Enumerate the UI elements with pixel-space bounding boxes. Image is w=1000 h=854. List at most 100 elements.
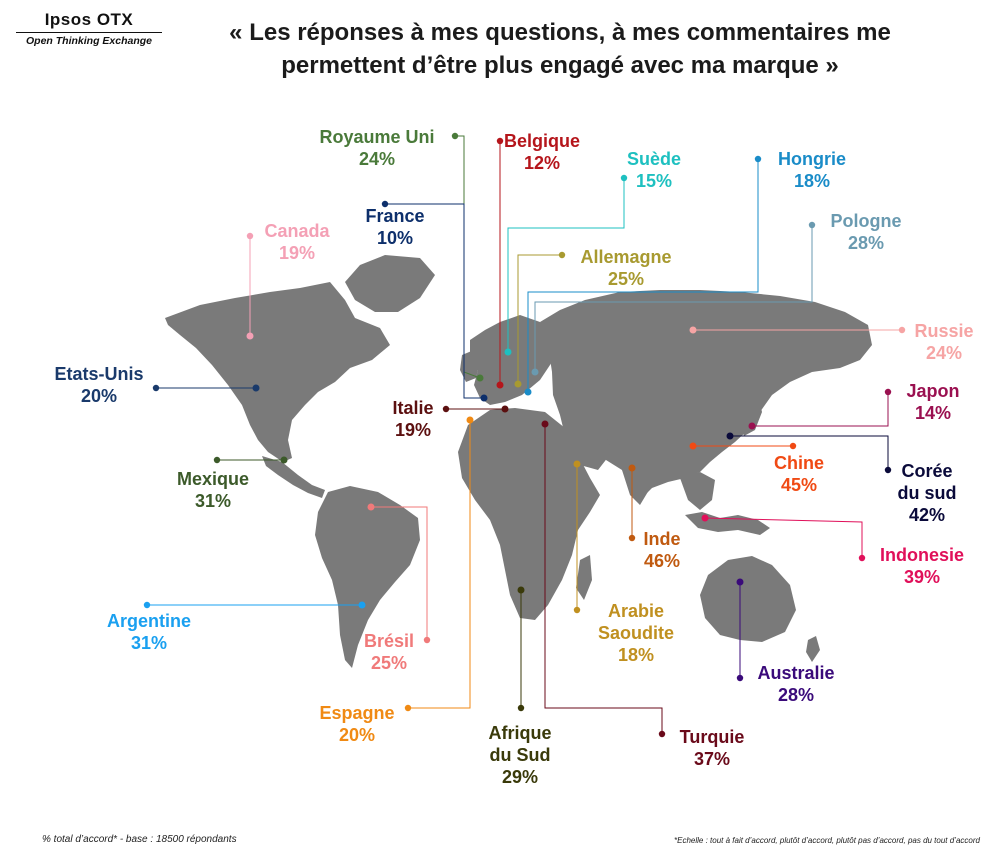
mexique-pct: 31%: [194, 491, 232, 511]
allemagne-pct: 25%: [607, 269, 645, 289]
pologne-name: Pologne: [830, 211, 902, 231]
country-dot-inde: [628, 464, 636, 472]
turquie-pct: 37%: [693, 749, 731, 769]
australia: [700, 556, 796, 642]
connector-lines: [143, 132, 906, 738]
country-dot-hongrie: [524, 388, 532, 396]
label-dot-royaume-uni: [451, 132, 459, 140]
belgique-name: Belgique: [503, 131, 581, 151]
italie-pct: 19%: [394, 420, 432, 440]
connector-allemagne: [517, 254, 562, 384]
country-dot-arabie: [573, 460, 581, 468]
label-dot-belgique: [496, 137, 504, 145]
country-dot-australie: [736, 578, 744, 586]
new-zealand: [806, 636, 820, 662]
land-masses: [165, 255, 872, 668]
mexique-name: Mexique: [176, 469, 250, 489]
label-dot-mexique: [213, 456, 221, 464]
southeast-asia: [680, 472, 715, 510]
suede-name: Suède: [626, 149, 682, 169]
indonesie-name: Indonesie: [879, 545, 965, 565]
hongrie-pct: 18%: [793, 171, 831, 191]
label-dot-arabie: [573, 606, 581, 614]
country-dot-coree: [726, 432, 734, 440]
label-coree: Corée du sud 42%: [898, 460, 957, 526]
uk-ireland: [460, 350, 480, 382]
label-dot-canada: [246, 232, 254, 240]
australie-pct: 28%: [777, 685, 815, 705]
label-dot-hongrie: [754, 155, 762, 163]
label-france: France 10%: [365, 205, 424, 249]
label-pologne: Pologne 28%: [831, 210, 902, 254]
footnote-base: % total d’accord* - base : 18500 réponda…: [42, 834, 237, 845]
country-dot-belgique: [496, 381, 504, 389]
royaume-uni-name: Royaume Uni: [319, 127, 435, 147]
country-dot-indonesie: [701, 514, 709, 522]
central-america: [262, 456, 325, 498]
label-dot-bresil: [423, 636, 431, 644]
label-espagne: Espagne 20%: [319, 702, 394, 746]
label-dot-etats-unis: [152, 384, 160, 392]
country-dot-suede: [504, 348, 512, 356]
connector-turquie: [544, 424, 663, 734]
russie-name: Russie: [914, 321, 974, 341]
label-hongrie: Hongrie 18%: [778, 148, 846, 192]
label-arabie-saoudite: Arabie Saoudite 18%: [598, 600, 674, 666]
label-chine: Chine 45%: [774, 452, 824, 496]
ipsos-logo: Ipsos OTX Open Thinking Exchange: [16, 10, 162, 47]
afrique-sud-name-line2: du Sud: [489, 745, 551, 765]
label-dot-indonesie: [858, 554, 866, 562]
label-etats-unis: Etats-Unis 20%: [54, 363, 143, 407]
label-canada: Canada 19%: [264, 220, 329, 264]
espagne-name: Espagne: [319, 703, 395, 723]
country-dot-japon: [748, 422, 756, 430]
country-dot-canada: [246, 332, 254, 340]
label-dot-argentine: [143, 601, 151, 609]
russie-pct: 24%: [925, 343, 963, 363]
label-russie: Russie 24%: [914, 320, 973, 364]
suede-pct: 15%: [635, 171, 673, 191]
argentine-name: Argentine: [106, 611, 192, 631]
japon-pct: 14%: [914, 403, 952, 423]
belgique-pct: 12%: [523, 153, 561, 173]
label-turquie: Turquie 37%: [680, 726, 745, 770]
label-dot-pologne: [808, 221, 816, 229]
italie-name: Italie: [392, 398, 434, 418]
label-dot-coree: [884, 466, 892, 474]
label-italie: Italie 19%: [392, 397, 433, 441]
argentine-pct: 31%: [130, 633, 168, 653]
label-mexique: Mexique 31%: [177, 468, 249, 512]
connector-suede: [507, 178, 625, 352]
bresil-pct: 25%: [370, 653, 408, 673]
country-dot-afrique-sud: [517, 586, 525, 594]
logo-subtitle: Open Thinking Exchange: [25, 35, 152, 47]
label-argentine: Argentine 31%: [107, 610, 191, 654]
connector-espagne: [408, 420, 471, 709]
africa: [458, 408, 600, 620]
label-belgique: Belgique 12%: [504, 130, 580, 174]
headline-line-1: « Les réponses à mes questions, à mes co…: [229, 19, 891, 46]
allemagne-name: Allemagne: [580, 247, 672, 267]
label-dot-allemagne: [558, 251, 566, 259]
label-dot-japon: [884, 388, 892, 396]
turquie-name: Turquie: [679, 727, 745, 747]
connector-japon: [752, 392, 889, 427]
label-dot-inde: [628, 534, 636, 542]
label-indonesie: Indonesie 39%: [880, 544, 964, 588]
europe: [470, 315, 555, 405]
arabia-india: [560, 415, 660, 505]
etats-unis-name: Etats-Unis: [54, 364, 144, 384]
etats-unis-pct: 20%: [80, 386, 118, 406]
espagne-pct: 20%: [338, 725, 376, 745]
logo-title: Ipsos OTX: [44, 10, 134, 29]
chine-pct: 45%: [780, 475, 818, 495]
france-pct: 10%: [376, 228, 414, 248]
coree-name-line2: du sud: [897, 483, 957, 503]
coree-name-line1: Corée: [901, 461, 953, 481]
indonesie-pct: 39%: [903, 567, 941, 587]
canada-pct: 19%: [278, 243, 316, 263]
label-dot-russie: [898, 326, 906, 334]
label-afrique-du-sud: Afrique du Sud 29%: [489, 722, 552, 788]
country-dot-mexique: [280, 456, 288, 464]
